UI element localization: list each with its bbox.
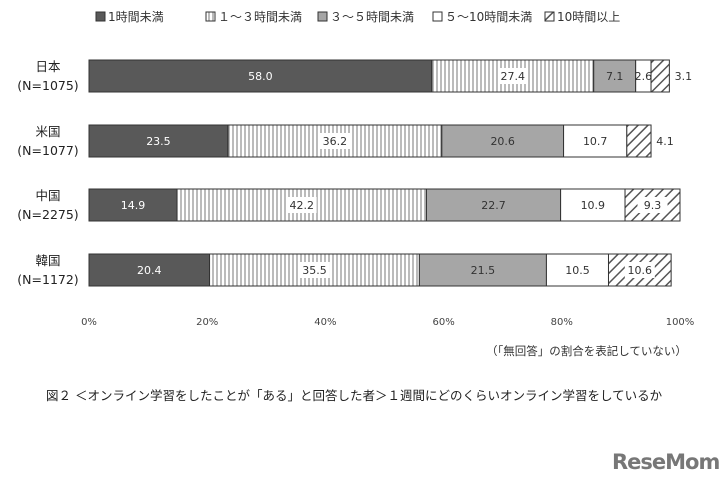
x-tick-label: 40% xyxy=(314,317,336,328)
data-label: 14.9 xyxy=(121,199,146,212)
legend: 1時間未満 １～３時間未満 ３～５時間未満 ５～10時間未満 10時間以上 xyxy=(95,10,620,24)
legend-swatch xyxy=(95,11,106,22)
data-label: 3.1 xyxy=(675,70,693,83)
bar-segment xyxy=(88,253,211,287)
figure-caption: 図２ ＜オンライン学習をしたことが「ある」と回答した者＞１週間にどのくらいオンラ… xyxy=(46,388,663,403)
category-label: 米国 xyxy=(35,124,60,139)
category-label: 中国 xyxy=(35,188,60,203)
legend-swatch xyxy=(544,11,555,22)
data-label: 42.2 xyxy=(290,199,315,212)
data-label: 9.3 xyxy=(644,199,662,212)
label-background xyxy=(497,68,528,84)
bar-segment xyxy=(176,188,427,222)
x-tick-label: 20% xyxy=(196,317,218,328)
resemom-logo: ReseMom xyxy=(612,450,720,474)
data-label: 7.1 xyxy=(606,70,624,83)
data-label: 4.1 xyxy=(656,135,674,148)
data-label: 27.4 xyxy=(500,70,525,83)
bar-segment xyxy=(88,188,178,222)
bar-segment xyxy=(88,124,229,158)
data-label: 35.5 xyxy=(302,264,327,277)
label-background xyxy=(319,133,350,149)
legend-label: １～３時間未満 xyxy=(218,10,302,24)
data-label: 10.6 xyxy=(628,264,653,277)
legend-label: ３～５時間未満 xyxy=(330,10,414,24)
bar-segment xyxy=(441,124,565,158)
category-n: (N=1172) xyxy=(17,272,78,287)
bar-segment xyxy=(545,253,609,287)
bar-segment xyxy=(563,124,628,158)
category-n: (N=1075) xyxy=(17,78,78,93)
data-label: 22.7 xyxy=(481,199,506,212)
legend-swatch xyxy=(317,11,328,22)
note: （「無回答」の割合を表記していない） xyxy=(486,344,687,358)
x-tick-label: 80% xyxy=(551,317,573,328)
label-background xyxy=(624,262,655,278)
data-label: 21.5 xyxy=(471,264,496,277)
legend-swatch xyxy=(432,11,443,22)
legend-label: 1時間未満 xyxy=(108,10,164,24)
legend-swatch xyxy=(205,11,216,22)
data-label: 10.5 xyxy=(565,264,590,277)
label-background xyxy=(299,262,330,278)
bar-segment xyxy=(88,59,433,93)
data-label: 10.9 xyxy=(581,199,606,212)
data-label: 2.6 xyxy=(635,70,653,83)
x-tick-label: 0% xyxy=(81,317,97,328)
data-label: 36.2 xyxy=(323,135,348,148)
x-tick-label: 100% xyxy=(666,317,695,328)
data-label: 10.7 xyxy=(583,135,608,148)
bar-segment xyxy=(209,253,420,287)
data-label: 20.6 xyxy=(490,135,515,148)
label-background xyxy=(286,197,317,213)
data-label: 23.5 xyxy=(146,135,171,148)
legend-label: 10時間以上 xyxy=(557,10,620,24)
category-n: (N=2275) xyxy=(17,207,78,222)
bar-segment xyxy=(560,188,626,222)
x-tick-label: 60% xyxy=(432,317,454,328)
bar-segment xyxy=(626,124,652,158)
data-label: 58.0 xyxy=(248,70,273,83)
stacked-bar-chart: 1時間未満 １～３時間未満 ３～５時間未満 ５～10時間未満 10時間以上 日本 (N=1… xyxy=(17,10,695,328)
category-label: 日本 xyxy=(35,59,61,74)
category-label: 韓国 xyxy=(35,253,60,268)
category-n: (N=1077) xyxy=(17,143,78,158)
legend-label: ５～10時間未満 xyxy=(445,10,532,24)
label-background xyxy=(637,197,668,213)
bar-segment xyxy=(650,59,670,93)
data-label: 20.4 xyxy=(137,264,162,277)
bar-segment xyxy=(418,253,547,287)
